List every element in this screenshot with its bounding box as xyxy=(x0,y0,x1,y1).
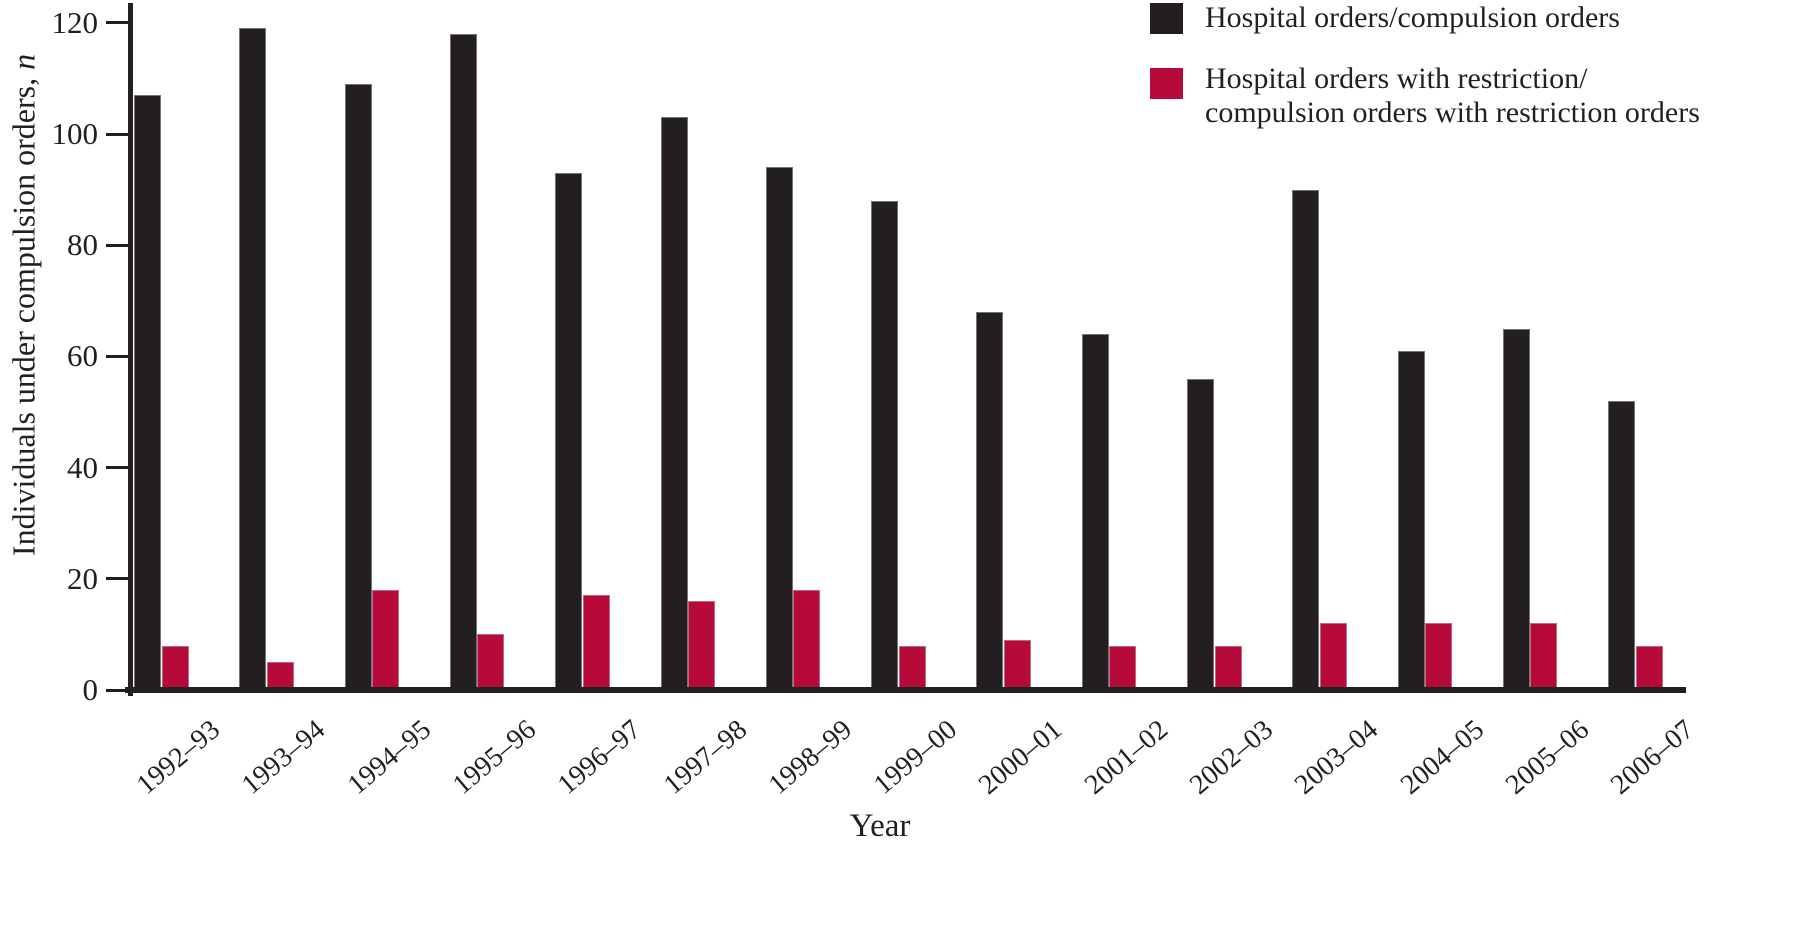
bar-restriction-orders xyxy=(1319,623,1347,690)
legend-label: Hospital orders with restriction/ compul… xyxy=(1205,62,1700,130)
bar-restriction-orders xyxy=(1425,623,1453,690)
x-axis-title: Year xyxy=(849,808,911,844)
y-axis-title-italic-n: n xyxy=(5,53,42,70)
legend-label-line2: compulsion orders with restriction order… xyxy=(1205,96,1700,129)
bar-restriction-orders xyxy=(161,645,189,690)
bar-hospital-orders xyxy=(1502,328,1530,690)
bar-restriction-orders xyxy=(582,595,610,690)
bar-hospital-orders xyxy=(1187,378,1214,690)
y-tick-mark xyxy=(106,354,128,358)
y-tick-label: 80 xyxy=(67,227,98,263)
bar-restriction-orders xyxy=(372,589,400,690)
bar-hospital-orders xyxy=(660,117,688,690)
y-tick-label: 0 xyxy=(82,672,99,707)
legend-swatch-red xyxy=(1150,68,1183,99)
bar-hospital-orders xyxy=(239,28,267,690)
bar-hospital-orders xyxy=(1292,189,1320,690)
bar-hospital-orders xyxy=(134,95,161,690)
bar-restriction-orders xyxy=(1214,645,1242,690)
y-tick-mark xyxy=(106,243,128,247)
bar-restriction-orders xyxy=(793,589,821,690)
bar-hospital-orders xyxy=(1397,350,1425,690)
y-tick-label: 100 xyxy=(51,116,99,151)
bar-restriction-orders xyxy=(477,634,505,690)
legend-label: Hospital orders/compulsion orders xyxy=(1205,1,1620,34)
bar-restriction-orders xyxy=(688,601,715,690)
y-tick-mark xyxy=(106,21,128,25)
y-tick-mark xyxy=(106,132,128,136)
bar-hospital-orders xyxy=(1608,400,1636,690)
bar-restriction-orders xyxy=(266,662,294,690)
legend-swatch-black xyxy=(1150,3,1183,34)
y-tick-label: 120 xyxy=(51,4,99,40)
y-tick-mark xyxy=(106,466,128,470)
bar-hospital-orders xyxy=(765,167,793,690)
bar-hospital-orders xyxy=(449,33,477,690)
bar-hospital-orders xyxy=(1081,334,1109,690)
bar-restriction-orders xyxy=(898,645,926,690)
bar-hospital-orders xyxy=(344,83,372,690)
y-tick-label: 40 xyxy=(67,449,98,485)
bar-hospital-orders xyxy=(976,311,1004,690)
bar-hospital-orders xyxy=(871,200,899,690)
y-tick-mark xyxy=(106,688,128,692)
bar-restriction-orders xyxy=(1530,623,1558,690)
bar-chart: Individuals under compulsion orders, n 0… xyxy=(5,1,1701,844)
y-axis-line xyxy=(128,3,133,696)
y-tick-label: 60 xyxy=(67,338,98,374)
bar-restriction-orders xyxy=(1109,645,1137,690)
bar-restriction-orders xyxy=(1003,639,1031,690)
x-axis-line xyxy=(125,687,1686,693)
bar-restriction-orders xyxy=(1635,645,1663,690)
y-tick-label: 20 xyxy=(67,560,98,596)
legend-label-line1: Hospital orders with restriction/ xyxy=(1205,62,1588,95)
y-tick-mark xyxy=(106,577,128,581)
bar-hospital-orders xyxy=(555,172,583,690)
